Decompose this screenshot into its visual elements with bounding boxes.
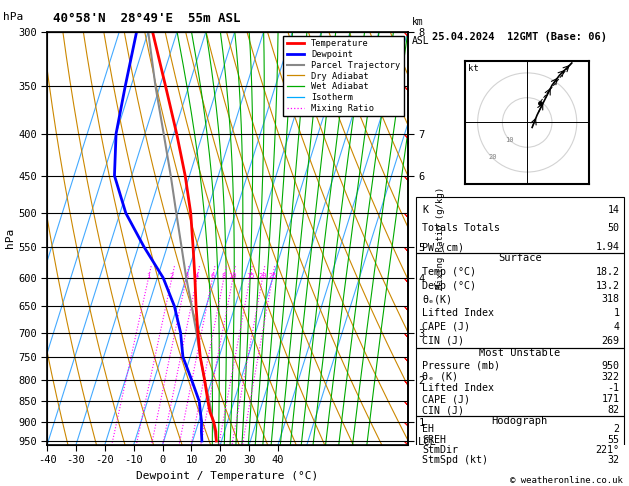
Text: 32: 32 <box>608 455 620 465</box>
Text: Pressure (mb): Pressure (mb) <box>422 361 500 371</box>
Text: θₑ (K): θₑ (K) <box>422 372 458 382</box>
Text: Temp (°C): Temp (°C) <box>422 267 476 277</box>
Text: 50: 50 <box>608 224 620 233</box>
Text: Surface: Surface <box>498 253 542 263</box>
Text: 2: 2 <box>613 424 620 434</box>
Text: 55: 55 <box>608 434 620 445</box>
Text: hPa: hPa <box>3 12 23 22</box>
Text: km: km <box>411 17 423 27</box>
Text: 6: 6 <box>210 273 214 278</box>
Text: 1: 1 <box>613 308 620 318</box>
Text: CIN (J): CIN (J) <box>422 336 464 346</box>
Text: 15: 15 <box>246 273 254 278</box>
Text: 20: 20 <box>258 273 267 278</box>
Text: Most Unstable: Most Unstable <box>479 348 560 358</box>
Bar <box>416 416 624 466</box>
Text: 8: 8 <box>221 273 226 278</box>
Text: θₑ(K): θₑ(K) <box>422 295 452 304</box>
Text: 13.2: 13.2 <box>596 280 620 291</box>
Legend: Temperature, Dewpoint, Parcel Trajectory, Dry Adiabat, Wet Adiabat, Isotherm, Mi: Temperature, Dewpoint, Parcel Trajectory… <box>284 36 404 116</box>
Text: 18.2: 18.2 <box>596 267 620 277</box>
Text: Totals Totals: Totals Totals <box>422 224 500 233</box>
Text: 1: 1 <box>147 273 150 278</box>
Text: SREH: SREH <box>422 434 446 445</box>
Bar <box>416 253 624 347</box>
Text: 3: 3 <box>184 273 188 278</box>
Text: 4: 4 <box>195 273 199 278</box>
Text: Dewp (°C): Dewp (°C) <box>422 280 476 291</box>
Text: 82: 82 <box>608 405 620 415</box>
Text: 950: 950 <box>601 361 620 371</box>
Text: 25.04.2024  12GMT (Base: 06): 25.04.2024 12GMT (Base: 06) <box>432 32 607 42</box>
Text: StmDir: StmDir <box>422 445 458 455</box>
Text: StmSpd (kt): StmSpd (kt) <box>422 455 488 465</box>
Bar <box>416 347 624 416</box>
Text: -1: -1 <box>608 383 620 393</box>
Text: © weatheronline.co.uk: © weatheronline.co.uk <box>510 476 623 485</box>
Text: Lifted Index: Lifted Index <box>422 308 494 318</box>
Text: kt: kt <box>468 64 479 73</box>
Text: 4: 4 <box>613 322 620 332</box>
Text: 269: 269 <box>601 336 620 346</box>
Text: Mixing Ratio (g/kg): Mixing Ratio (g/kg) <box>436 187 445 289</box>
Text: 221°: 221° <box>596 445 620 455</box>
Text: Hodograph: Hodograph <box>492 416 548 426</box>
Text: 2: 2 <box>170 273 174 278</box>
Text: 14: 14 <box>608 205 620 215</box>
X-axis label: Dewpoint / Temperature (°C): Dewpoint / Temperature (°C) <box>136 470 319 481</box>
Text: 20: 20 <box>488 154 497 160</box>
Text: 171: 171 <box>601 394 620 404</box>
Text: Lifted Index: Lifted Index <box>422 383 494 393</box>
Text: 10: 10 <box>506 137 514 143</box>
Text: PW (cm): PW (cm) <box>422 242 464 252</box>
Text: 322: 322 <box>601 372 620 382</box>
Text: 25: 25 <box>268 273 277 278</box>
Text: 1.94: 1.94 <box>596 242 620 252</box>
Y-axis label: hPa: hPa <box>5 228 15 248</box>
Text: ASL: ASL <box>411 36 429 46</box>
Text: CIN (J): CIN (J) <box>422 405 464 415</box>
Text: CAPE (J): CAPE (J) <box>422 322 470 332</box>
Bar <box>416 197 624 253</box>
Text: 318: 318 <box>601 295 620 304</box>
Text: 10: 10 <box>228 273 237 278</box>
Text: CAPE (J): CAPE (J) <box>422 394 470 404</box>
Text: K: K <box>422 205 428 215</box>
Text: 40°58'N  28°49'E  55m ASL: 40°58'N 28°49'E 55m ASL <box>53 12 241 25</box>
Text: EH: EH <box>422 424 434 434</box>
